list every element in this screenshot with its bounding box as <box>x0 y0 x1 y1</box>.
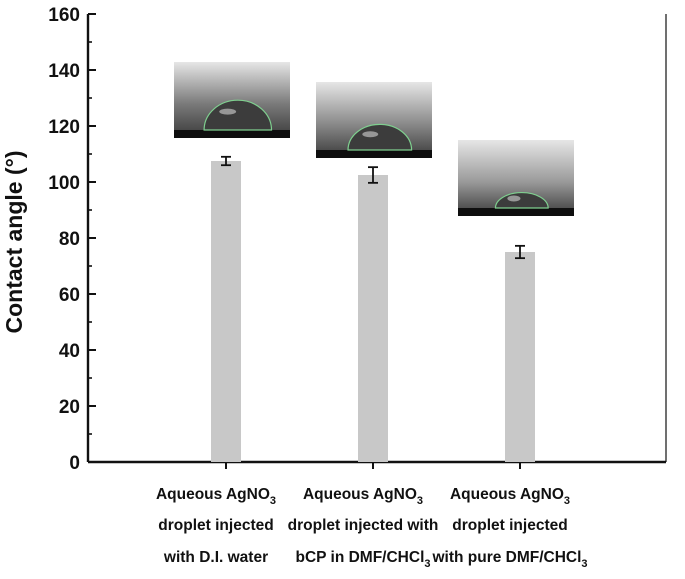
inset-photos <box>174 62 574 216</box>
category-label-line: bCP in DMF/CHCl3 <box>296 549 431 570</box>
y-tick-label: 140 <box>48 61 80 82</box>
category-label-line: with pure DMF/CHCl3 <box>431 549 587 570</box>
y-tick-label: 120 <box>48 117 80 138</box>
category-label-line: droplet injected <box>452 517 567 534</box>
y-tick-label: 40 <box>59 341 80 362</box>
category-label-line: with D.I. water <box>163 549 268 566</box>
bar <box>211 161 241 462</box>
category-label-line: Aqueous AgNO3 <box>450 486 570 507</box>
droplet-photo-pure-solvent <box>458 140 574 216</box>
y-tick-label: 60 <box>59 285 80 306</box>
error-bar <box>368 166 378 184</box>
bar <box>505 252 535 462</box>
category-label-line: Aqueous AgNO3 <box>303 486 423 507</box>
bar <box>358 175 388 462</box>
y-tick-label: 0 <box>69 453 80 474</box>
error-bar <box>515 244 525 260</box>
droplet-photo-di-water <box>174 62 290 138</box>
droplet-photo-bcp <box>316 82 432 158</box>
x-category-label: Aqueous AgNO3 droplet injected with bCP in… <box>288 486 439 570</box>
y-tick-label: 100 <box>48 173 80 194</box>
bars <box>211 161 535 462</box>
category-label-line: droplet injected <box>158 517 273 534</box>
category-labels: Aqueous AgNO3 droplet injected with D.I. w… <box>156 486 588 570</box>
y-ticks: 0 20 40 60 80 100 120 140 160 <box>48 5 521 474</box>
error-bar <box>221 155 231 167</box>
y-tick-label: 80 <box>59 229 80 250</box>
y-axis-title: Contact angle (°) <box>1 151 27 334</box>
y-tick-label: 20 <box>59 397 80 418</box>
category-label-line: droplet injected with <box>288 517 439 534</box>
x-category-label: Aqueous AgNO3 droplet injected with D.I. w… <box>156 486 276 566</box>
x-category-label: Aqueous AgNO3 droplet injected with pure D… <box>431 486 587 570</box>
category-label-line: Aqueous AgNO3 <box>156 486 276 507</box>
error-bars <box>221 155 525 260</box>
y-tick-label: 160 <box>48 5 80 26</box>
